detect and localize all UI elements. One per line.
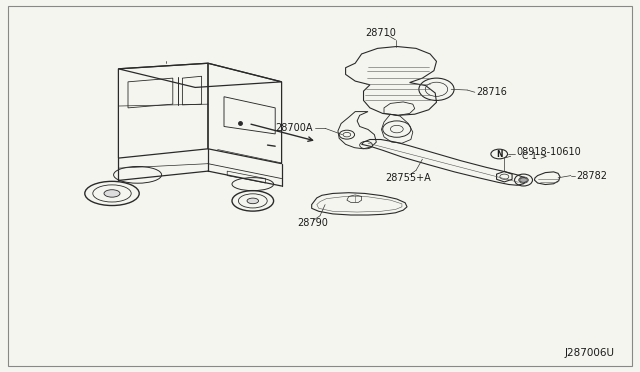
Text: 28755+A: 28755+A <box>385 173 431 183</box>
Text: 28790: 28790 <box>297 218 328 228</box>
Text: 28716: 28716 <box>476 87 507 97</box>
Text: 08918-10610: 08918-10610 <box>516 147 581 157</box>
Text: N: N <box>496 150 502 158</box>
Ellipse shape <box>104 190 120 197</box>
Circle shape <box>520 178 527 182</box>
Text: J287006U: J287006U <box>564 348 614 358</box>
Ellipse shape <box>247 198 259 204</box>
Text: 28710: 28710 <box>365 28 396 38</box>
Text: 28700A: 28700A <box>275 124 312 133</box>
Text: C 1 >: C 1 > <box>522 152 547 161</box>
Text: 28782: 28782 <box>576 171 607 180</box>
